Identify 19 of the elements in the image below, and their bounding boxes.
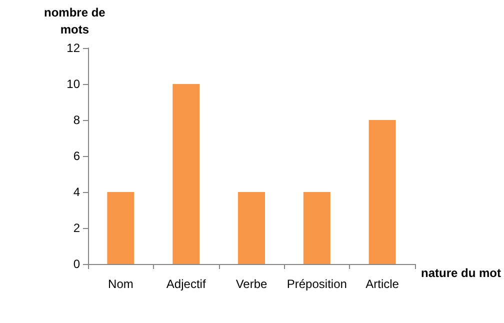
y-tick-label: 2 xyxy=(73,221,80,235)
bar xyxy=(238,192,265,264)
y-tick-label: 12 xyxy=(66,41,80,55)
y-tick-label: 8 xyxy=(73,113,80,127)
x-tick-label: Verbe xyxy=(236,277,268,291)
x-tick-label: Préposition xyxy=(286,277,347,291)
bar xyxy=(172,84,200,264)
y-tick-label: 6 xyxy=(73,149,80,163)
x-axis-title: nature du mot xyxy=(421,266,501,280)
y-axis-title: nombre de mots xyxy=(44,6,106,36)
x-tick-label: Nom xyxy=(108,277,134,291)
bar xyxy=(107,192,134,264)
bar xyxy=(303,192,330,264)
bar xyxy=(368,120,396,264)
y-tick-label: 10 xyxy=(66,77,80,91)
x-tick-label: Adjectif xyxy=(166,277,206,291)
x-tick-label: Article xyxy=(366,277,400,291)
y-tick-label: 0 xyxy=(73,257,80,271)
y-tick-label: 4 xyxy=(73,185,80,199)
